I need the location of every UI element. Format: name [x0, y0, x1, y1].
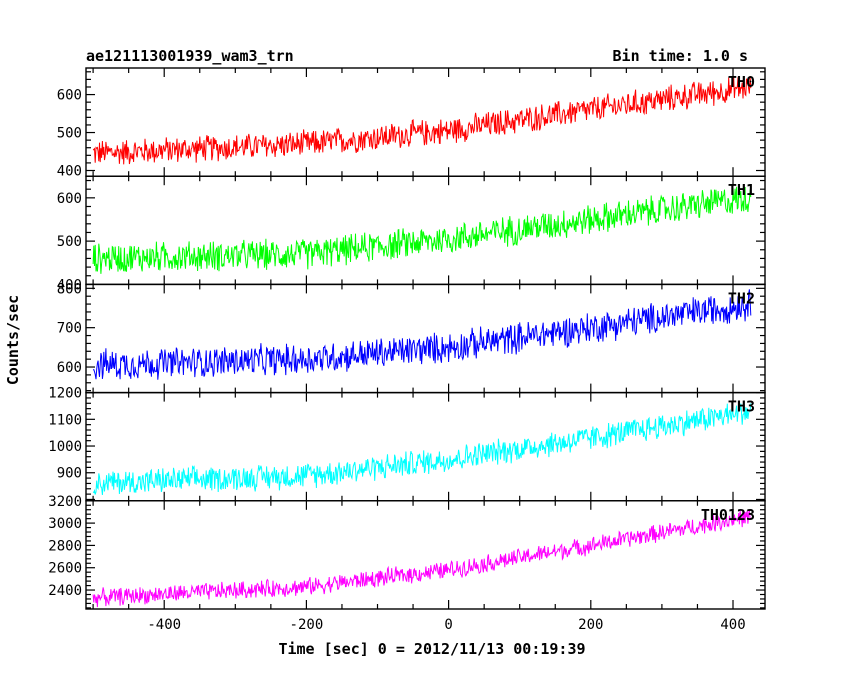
y-axis-label: Counts/sec — [4, 295, 22, 385]
y-tick-label: 600 — [57, 88, 82, 104]
y-tick-label: 1100 — [48, 412, 82, 428]
series-line-th0 — [92, 75, 752, 165]
series-line-th2 — [92, 289, 752, 380]
y-tick-label: 900 — [57, 466, 82, 482]
y-tick-label: 600 — [57, 360, 82, 376]
x-tick-label: 200 — [578, 617, 603, 633]
x-tick-label: -400 — [147, 617, 181, 633]
panel-label-th0: TH0 — [728, 73, 755, 91]
chart-title: ae121113001939_wam3_trn — [86, 47, 294, 65]
y-tick-label: 400 — [57, 164, 82, 180]
panel-frame-th3 — [85, 391, 766, 502]
x-tick-label: 400 — [720, 617, 745, 633]
y-tick-label: 400 — [57, 277, 82, 293]
y-tick-label: 800 — [57, 281, 82, 297]
panel-label-th3: TH3 — [728, 398, 755, 416]
x-axis-label: Time [sec] 0 = 2012/11/13 00:19:39 — [278, 640, 585, 658]
y-tick-label: 1200 — [48, 386, 82, 402]
series-line-th1 — [92, 186, 752, 274]
panel-label-th2: TH2 — [728, 289, 755, 307]
bin-time-label: Bin time: 1.0 s — [613, 47, 748, 65]
y-tick-label: 2600 — [48, 561, 82, 577]
x-tick-label: 0 — [444, 617, 452, 633]
y-tick-label: 2800 — [48, 538, 82, 554]
panel-frame-th2 — [85, 283, 766, 394]
y-tick-label: 600 — [57, 191, 82, 207]
y-tick-label: 700 — [57, 321, 82, 337]
panels-group: 400 500 600 TH0 400 500 600 TH1 600 700 800 TH2 900 1… — [48, 67, 766, 633]
y-tick-label: 1000 — [48, 439, 82, 455]
panel-frame-th1 — [85, 175, 766, 286]
y-tick-label: 3000 — [48, 516, 82, 532]
panel-label-th0123: TH0123 — [701, 506, 755, 524]
y-tick-label: 500 — [57, 234, 82, 250]
series-line-th3 — [92, 403, 752, 496]
series-line-th0123 — [92, 510, 751, 608]
y-tick-label: 2400 — [48, 583, 82, 599]
panel-label-th1: TH1 — [728, 181, 755, 199]
x-tick-label: -200 — [290, 617, 324, 633]
y-tick-label: 3200 — [48, 494, 82, 510]
panel-frame-th0123 — [85, 500, 766, 610]
y-tick-label: 500 — [57, 126, 82, 142]
